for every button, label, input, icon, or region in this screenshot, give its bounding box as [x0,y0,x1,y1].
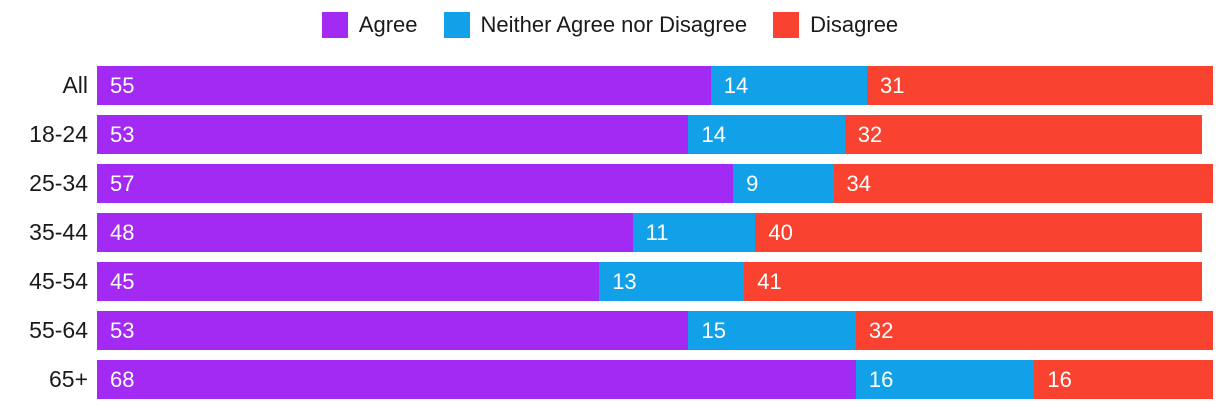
row-label: 45-54 [29,268,88,294]
bar-segment-neither-agree-nor-disagree: 14 [710,66,868,105]
chart-row: 65+ 68 16 16 [0,360,1220,399]
bar-value-label: 53 [110,317,135,343]
bar-value-label: 13 [612,268,637,294]
bar-value-label: 48 [110,219,135,245]
bar-segment-agree: 57 [97,164,734,203]
bar-value-label: 16 [868,366,894,392]
bar-segment-disagree: 41 [744,262,1202,301]
bar-segment-agree: 53 [97,311,689,350]
bar-value-label: 55 [110,72,135,98]
chart-row: 55-64 53 15 32 [0,311,1220,350]
bar-value-label: 14 [701,121,726,147]
bar-group: 53 15 32 [97,311,1213,350]
bar-segment-agree: 45 [97,262,600,301]
legend-item-disagree: Disagree [773,12,898,38]
bar-segment-disagree: 32 [844,115,1202,154]
bar-segment-disagree: 31 [867,66,1213,105]
legend-label: Neither Agree nor Disagree [480,12,748,37]
bar-value-label: 68 [110,366,135,392]
chart-row: 25-34 57 9 34 [0,164,1220,203]
bar-value-label: 31 [880,72,905,98]
legend-swatch-square-icon [443,12,470,38]
bar-group: 45 13 41 [97,262,1213,301]
bar-value-label: 32 [857,121,883,147]
bar-segment-agree: 53 [97,115,689,154]
bar-value-label: 45 [110,268,135,294]
bar-value-label: 41 [757,268,782,294]
bar-value-label: 11 [645,219,669,245]
bar-segment-disagree: 34 [833,164,1213,203]
chart-row: 18-24 53 14 32 [0,115,1220,154]
bar-value-label: 34 [846,170,872,196]
bar-value-label: 16 [1047,366,1072,392]
bar-group: 48 11 40 [97,213,1213,252]
row-label: All [62,72,88,98]
bar-group: 57 9 34 [97,164,1213,203]
chart-row: 45-54 45 13 41 [0,262,1220,301]
bar-value-label: 14 [723,72,749,98]
legend-swatch-square-icon [773,12,800,38]
bar-value-label: 32 [868,317,894,343]
row-label: 35-44 [29,219,88,245]
bar-value-label: 9 [746,170,759,196]
bar-segment-neither-agree-nor-disagree: 15 [688,311,856,350]
bar-value-label: 15 [701,317,726,343]
bar-group: 55 14 31 [97,66,1213,105]
bar-segment-agree: 55 [97,66,711,105]
bar-value-label: 57 [110,170,135,196]
bar-value-label: 40 [768,219,793,245]
stacked-bar-chart: All 55 14 31 18-24 53 14 32 25-34 57 9 34 35-44 48 11 4… [0,66,1220,399]
bar-segment-agree: 48 [97,213,633,252]
chart-row: 35-44 48 11 40 [0,213,1220,252]
legend-item-neither: Neither Agree nor Disagree [443,12,748,38]
bar-segment-disagree: 16 [1034,360,1213,399]
bar-segment-disagree: 32 [855,311,1213,350]
legend: Agree Neither Agree nor Disagree Disagre… [0,0,1220,39]
bar-segment-neither-agree-nor-disagree: 11 [632,213,756,252]
bar-segment-agree: 68 [97,360,856,399]
legend-label: Agree [358,12,418,37]
bar-segment-neither-agree-nor-disagree: 16 [855,360,1035,399]
bar-segment-neither-agree-nor-disagree: 13 [599,262,745,301]
bar-group: 68 16 16 [97,360,1213,399]
row-label: 55-64 [29,317,88,343]
row-label: 65+ [48,366,88,392]
row-label: 18-24 [29,121,88,147]
bar-segment-disagree: 40 [755,213,1202,252]
legend-label: Disagree [810,12,899,37]
bar-group: 53 14 32 [97,115,1213,154]
bar-segment-neither-agree-nor-disagree: 9 [733,164,834,203]
legend-swatch-square-icon [321,12,348,38]
chart-row: All 55 14 31 [0,66,1220,105]
bar-value-label: 53 [110,121,135,147]
row-label: 25-34 [29,170,88,196]
bar-segment-neither-agree-nor-disagree: 14 [688,115,845,154]
legend-item-agree: Agree [321,12,418,38]
